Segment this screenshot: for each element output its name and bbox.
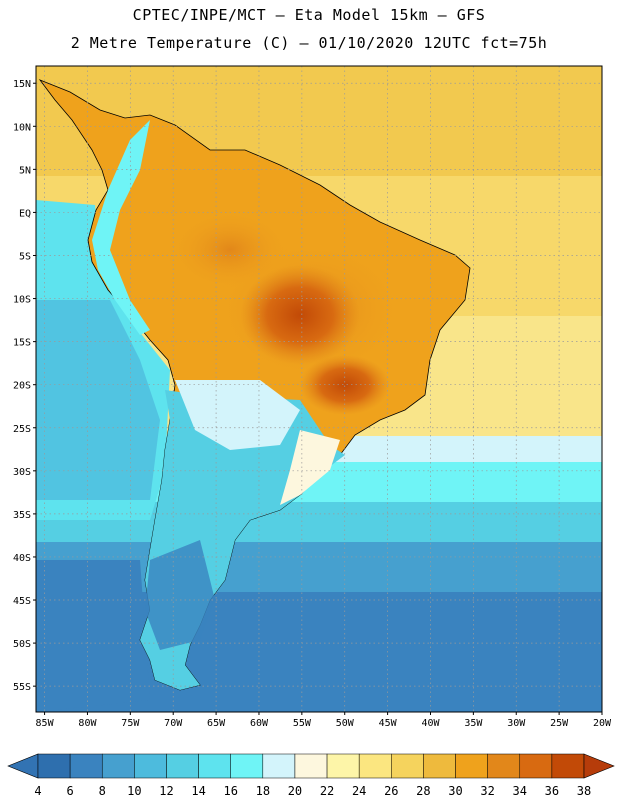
- title-line-1: CPTEC/INPE/MCT – Eta Model 15km – GFS: [132, 6, 486, 24]
- colorbar-label: 26: [384, 784, 398, 798]
- lat-tick-label: 10S: [13, 295, 31, 306]
- western-amazon-warm: [170, 210, 290, 290]
- colorbar-cell: [230, 753, 264, 779]
- chaco-mild-zone: [175, 380, 300, 450]
- lat-tick-label: 50S: [13, 639, 31, 650]
- colorbar-label: 38: [577, 784, 591, 798]
- colorbar-label: 14: [191, 784, 205, 798]
- lon-tick-label: 30W: [507, 718, 526, 729]
- lon-tick-label: 65W: [207, 718, 226, 729]
- colorbar-label: 8: [99, 784, 106, 798]
- colorbar-label: 10: [127, 784, 141, 798]
- colorbar-label: 34: [513, 784, 527, 798]
- map-frame: [35, 65, 603, 713]
- lat-tick-label: 35S: [13, 510, 31, 521]
- lon-tick-label: 45W: [379, 718, 398, 729]
- lon-tick-label: 35W: [464, 718, 483, 729]
- lon-tick-label: 55W: [293, 718, 312, 729]
- colorbar-label: 30: [448, 784, 462, 798]
- lon-tick-label: 70W: [164, 718, 183, 729]
- field-layer: [36, 66, 602, 712]
- colorbar-label: 24: [352, 784, 366, 798]
- colorbar-label: 36: [545, 784, 559, 798]
- colorbar-cell: [262, 753, 296, 779]
- colorbar-label: 4: [34, 784, 41, 798]
- lat-tick-label: 5S: [19, 251, 31, 262]
- title-line-2: 2 Metre Temperature (C) – 01/10/2020 12U…: [70, 34, 548, 52]
- south-pacific-water: [36, 560, 150, 712]
- lat-tick-label: 20S: [13, 381, 31, 392]
- lat-tick-label: 15N: [13, 79, 31, 90]
- colorbar-cell: [166, 753, 199, 779]
- lon-tick-label: 20W: [593, 718, 612, 729]
- lon-tick-label: 75W: [121, 718, 140, 729]
- colorbar-cell: [134, 753, 167, 779]
- colorbar-label: 28: [416, 784, 430, 798]
- colorbar-label: 6: [67, 784, 74, 798]
- colorbar-label: 32: [480, 784, 494, 798]
- colorbar: 4 6 8 10 12 14 16 18 20 22 24 26 28 30 32 34 36 38: [7, 753, 615, 798]
- colorbar-left-arrow: [7, 753, 39, 779]
- lat-tick-label: 40S: [13, 553, 31, 564]
- colorbar-cell: [198, 753, 231, 779]
- colorbar-cell: [551, 753, 585, 779]
- central-brazil-hot-core: [240, 265, 360, 365]
- lat-tick-label: 55S: [13, 682, 31, 693]
- lat-tick-label: 15S: [13, 338, 31, 349]
- lon-tick-label: 40W: [421, 718, 440, 729]
- lat-tick-label: 45S: [13, 596, 31, 607]
- colorbar-cell: [101, 753, 135, 779]
- pacific-colder-water: [36, 300, 160, 500]
- andes-cool-strip: [92, 120, 150, 335]
- patagonia-cold-zone: [145, 540, 215, 650]
- colorbar-cell: [519, 753, 553, 779]
- colorbar-cell: [69, 753, 103, 779]
- colorbar-cell: [358, 753, 392, 779]
- colorbar-cell: [455, 753, 488, 779]
- colorbar-cell: [326, 753, 360, 779]
- southern-brazil-mild: [280, 430, 340, 505]
- lat-tick-label: 30S: [13, 467, 31, 478]
- lon-tick-label: 50W: [336, 718, 355, 729]
- colorbar-label: 12: [159, 784, 173, 798]
- lat-tick-label: 10N: [13, 122, 31, 133]
- colorbar-right-arrow: [583, 753, 615, 779]
- lon-tick-label: 60W: [250, 718, 269, 729]
- colorbar-cell: [487, 753, 521, 779]
- colorbar-label: 16: [223, 784, 237, 798]
- latitude-labels: 15N 10N 5N EQ 5S 10S 15S 20S 25S 30S 35S 40S 45S 50S 5…: [13, 79, 36, 693]
- colorbar-label: 22: [320, 784, 334, 798]
- lat-tick-label: EQ: [19, 208, 31, 219]
- southeast-brazil-hot-zone: [300, 355, 390, 415]
- colorbar-cell: [37, 753, 71, 779]
- lon-tick-label: 25W: [550, 718, 569, 729]
- lat-tick-label: 5N: [19, 165, 31, 176]
- lon-tick-label: 85W: [36, 718, 55, 729]
- colorbar-cell: [294, 753, 328, 779]
- colorbar-label: 20: [288, 784, 302, 798]
- colorbar-cell: [391, 753, 424, 779]
- longitude-labels: 85W 80W 75W 70W 65W 60W 55W 50W 45W 40W 35W 30W 25W 2…: [36, 712, 612, 729]
- colorbar-label: 18: [256, 784, 270, 798]
- lat-tick-label: 25S: [13, 424, 31, 435]
- colorbar-cell: [423, 753, 456, 779]
- lon-tick-label: 80W: [78, 718, 97, 729]
